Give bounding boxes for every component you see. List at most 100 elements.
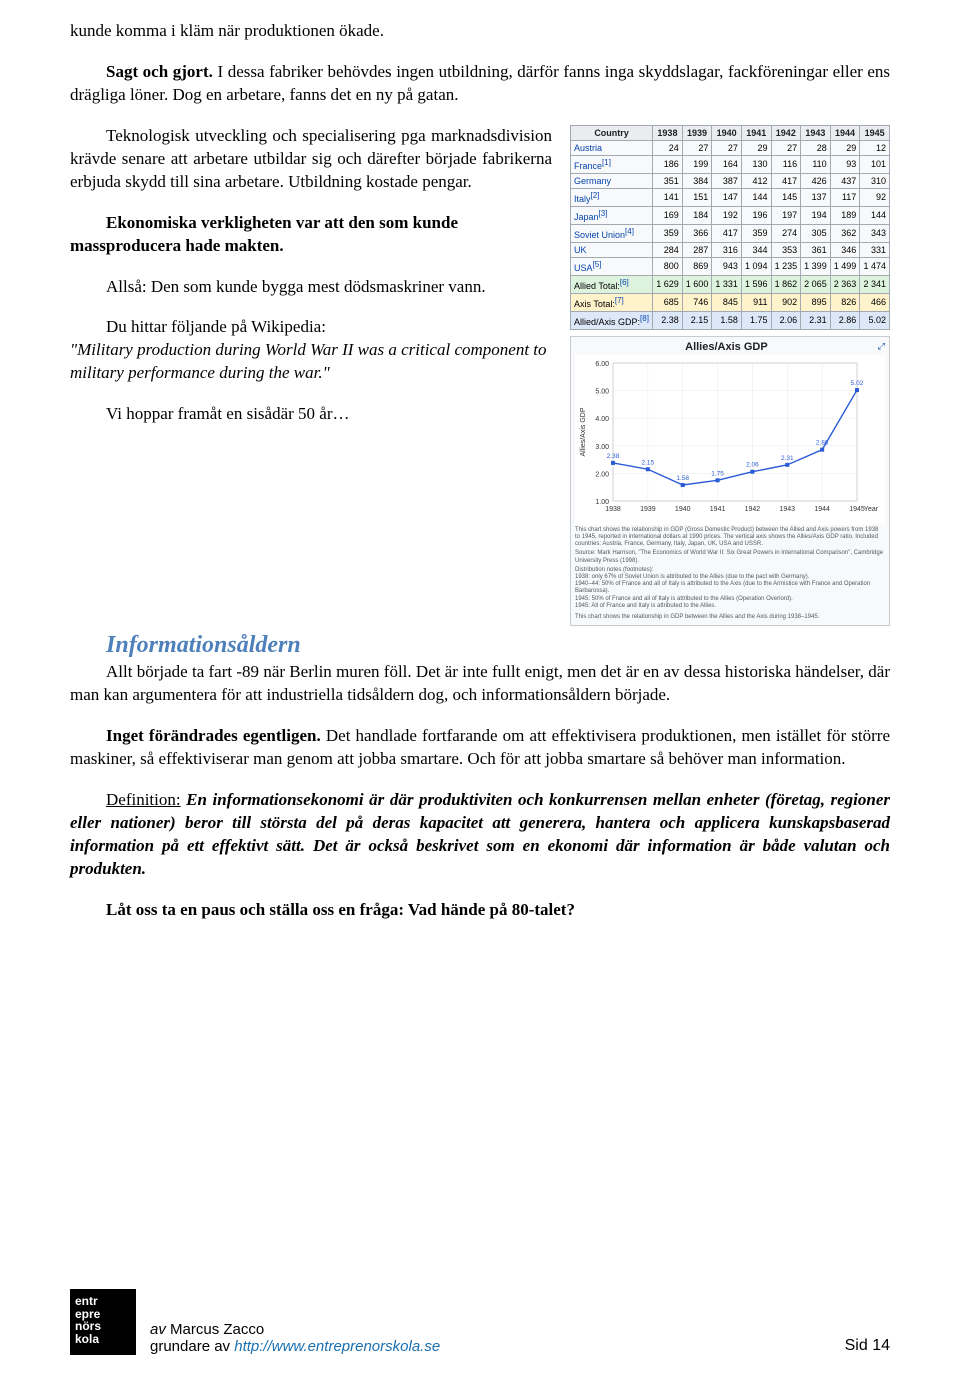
paragraph-bold: Ekonomiska verkligheten var att den som … (70, 212, 552, 258)
table-header-cell: Country (571, 125, 653, 140)
table-row-label: Japan[3] (571, 206, 653, 224)
paragraph: Inget förändrades egentligen. Det handla… (70, 725, 890, 771)
table-row: Allied/Axis GDP:[8]2.382.151.581.752.062… (571, 311, 890, 329)
svg-text:1.58: 1.58 (676, 475, 689, 482)
table-row-label: Allied/Axis GDP:[8] (571, 311, 653, 329)
svg-text:2.06: 2.06 (746, 462, 759, 469)
table-cell: 353 (771, 242, 801, 257)
svg-text:1941: 1941 (710, 506, 726, 513)
svg-text:5.02: 5.02 (851, 380, 864, 387)
table-cell: 1 629 (653, 275, 683, 293)
paragraph: Allt började ta fart -89 när Berlin mure… (70, 661, 890, 707)
svg-text:1938: 1938 (605, 506, 621, 513)
table-cell: 685 (653, 293, 683, 311)
svg-text:Allies/Axis GDP: Allies/Axis GDP (580, 407, 587, 456)
enlarge-icon[interactable]: ⤢ (878, 341, 885, 352)
table-row: Japan[3]169184192196197194189144 (571, 206, 890, 224)
footer-url[interactable]: http://www.entreprenorskola.se (234, 1338, 440, 1355)
table-cell: 361 (801, 242, 831, 257)
table-cell: 845 (712, 293, 742, 311)
table-cell: 287 (682, 242, 712, 257)
chart-caption: This chart shows the relationship in GDP… (575, 527, 885, 549)
table-row-label: Allied Total:[6] (571, 275, 653, 293)
underline-text: Definition: (106, 790, 181, 809)
chart-caption: This chart shows the relationship in GDP… (575, 614, 885, 621)
paragraph-question: Låt oss ta en paus och ställa oss en frå… (70, 899, 890, 922)
table-cell: 110 (801, 155, 831, 173)
table-cell: 417 (712, 224, 742, 242)
paragraph: Vi hoppar framåt en sisådär 50 år… (70, 403, 552, 426)
paragraph: Sagt och gjort. I dessa fabriker behövde… (70, 61, 890, 107)
paragraph: kunde komma i kläm när produktionen ökad… (70, 20, 890, 43)
table-cell: 800 (653, 257, 683, 275)
table-cell: 902 (771, 293, 801, 311)
table-row: Axis Total:[7]685746845911902895826466 (571, 293, 890, 311)
table-cell: 144 (741, 188, 771, 206)
chart-title: Allies/Axis GDP (575, 341, 885, 353)
svg-text:1.75: 1.75 (711, 470, 724, 477)
table-row-label: Axis Total:[7] (571, 293, 653, 311)
gdp-table: Country19381939194019411942194319441945 … (570, 125, 890, 330)
table-cell: 189 (830, 206, 860, 224)
table-cell: 344 (741, 242, 771, 257)
svg-text:1.00: 1.00 (595, 499, 609, 506)
table-cell: 1.58 (712, 311, 742, 329)
table-cell: 412 (741, 173, 771, 188)
table-cell: 144 (860, 206, 890, 224)
table-cell: 1 499 (830, 257, 860, 275)
logo: entr epre nörs kola (70, 1289, 136, 1355)
table-cell: 196 (741, 206, 771, 224)
table-cell: 145 (771, 188, 801, 206)
table-cell: 2 065 (801, 275, 831, 293)
gdp-chart-box: ⤢ Allies/Axis GDP 1.002.003.004.005.006.… (570, 336, 890, 626)
table-cell: 147 (712, 188, 742, 206)
paragraph: Allså: Den som kunde bygga mest dödsmask… (70, 276, 552, 299)
table-cell: 1.75 (741, 311, 771, 329)
table-cell: 426 (801, 173, 831, 188)
table-row: USA[5]8008699431 0941 2351 3991 4991 474 (571, 257, 890, 275)
table-cell: 93 (830, 155, 860, 173)
table-cell: 284 (653, 242, 683, 257)
table-cell: 1 331 (712, 275, 742, 293)
table-cell: 359 (741, 224, 771, 242)
page-footer: entr epre nörs kola av Marcus Zacco grun… (70, 1289, 890, 1355)
table-cell: 27 (682, 140, 712, 155)
table-cell: 116 (771, 155, 801, 173)
table-cell: 1 600 (682, 275, 712, 293)
table-cell: 746 (682, 293, 712, 311)
table-cell: 130 (741, 155, 771, 173)
table-header-cell: 1943 (801, 125, 831, 140)
page-number: Sid 14 (845, 1337, 890, 1355)
table-cell: 2.31 (801, 311, 831, 329)
table-row: Soviet Union[4]359366417359274305362343 (571, 224, 890, 242)
table-cell: 911 (741, 293, 771, 311)
table-cell: 194 (801, 206, 831, 224)
table-cell: 2.06 (771, 311, 801, 329)
svg-text:1945: 1945 (849, 506, 865, 513)
table-cell: 117 (830, 188, 860, 206)
table-cell: 826 (830, 293, 860, 311)
table-header-cell: 1945 (860, 125, 890, 140)
table-cell: 192 (712, 206, 742, 224)
table-cell: 274 (771, 224, 801, 242)
gdp-line-chart: 1.002.003.004.005.006.001938193919401941… (575, 355, 885, 525)
table-cell: 2.38 (653, 311, 683, 329)
table-cell: 2.15 (682, 311, 712, 329)
table-row: Italy[2]14115114714414513711792 (571, 188, 890, 206)
table-row-label: Austria (571, 140, 653, 155)
table-header-cell: 1940 (712, 125, 742, 140)
table-cell: 186 (653, 155, 683, 173)
table-cell: 316 (712, 242, 742, 257)
svg-text:4.00: 4.00 (595, 416, 609, 423)
paragraph-definition: Definition: En informationsekonomi är dä… (70, 789, 890, 881)
svg-text:2.38: 2.38 (607, 453, 620, 460)
table-cell: 197 (771, 206, 801, 224)
table-cell: 310 (860, 173, 890, 188)
table-cell: 1 094 (741, 257, 771, 275)
table-row: Allied Total:[6]1 6291 6001 3311 5961 86… (571, 275, 890, 293)
section-heading: Informationsåldern (106, 632, 890, 659)
table-cell: 384 (682, 173, 712, 188)
table-cell: 27 (771, 140, 801, 155)
table-cell: 92 (860, 188, 890, 206)
table-cell: 1 474 (860, 257, 890, 275)
